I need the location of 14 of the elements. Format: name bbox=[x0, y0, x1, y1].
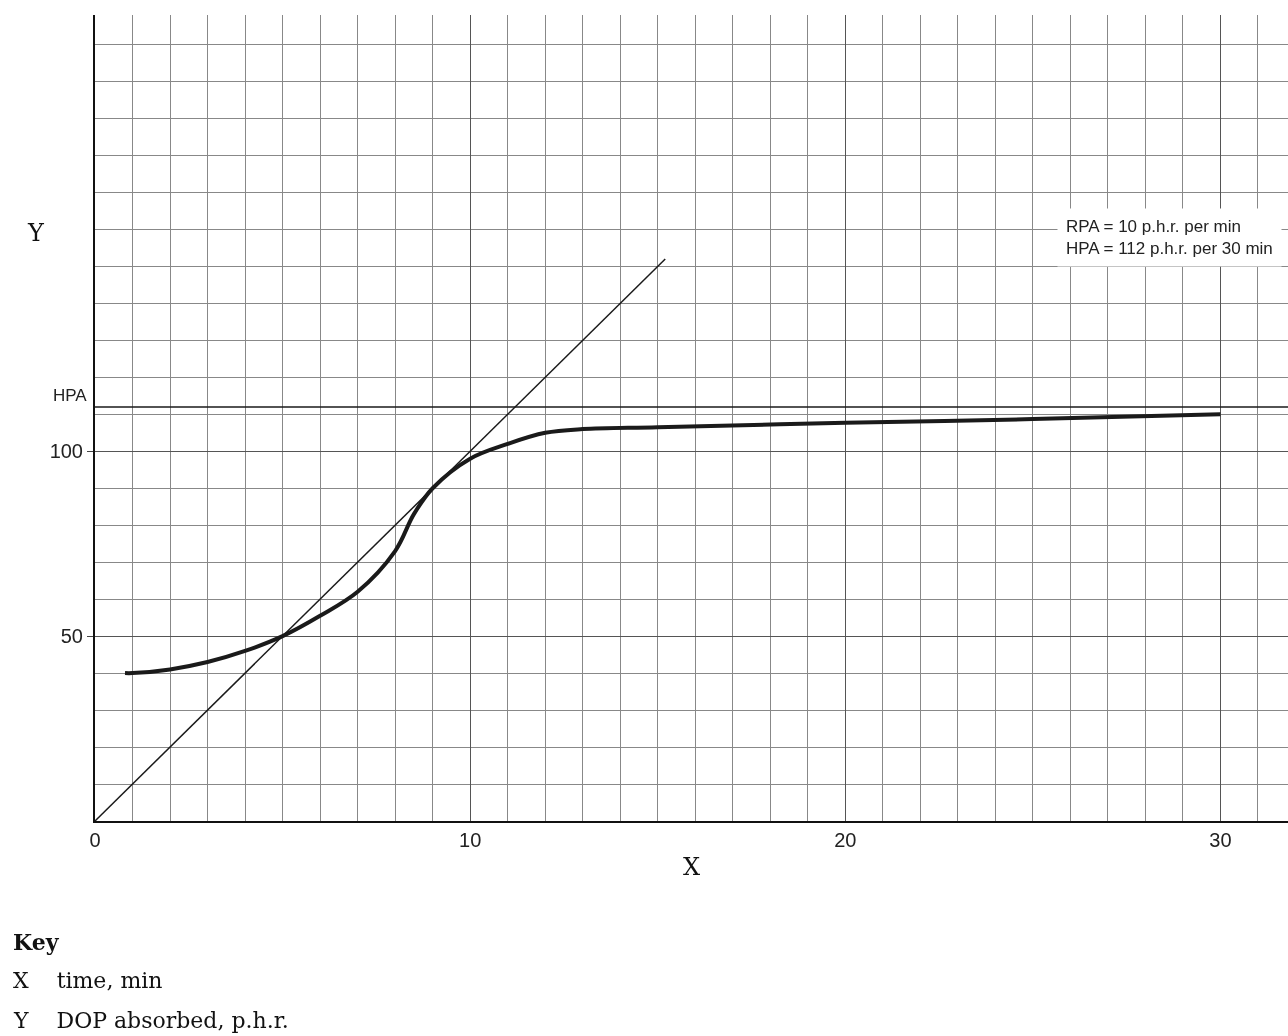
y-axis-title: Y bbox=[27, 219, 45, 247]
x-tick-label: 0 bbox=[89, 829, 101, 851]
y-tick-label: 100 bbox=[49, 440, 83, 463]
annotation: HPA = 112 p.h.r. per 30 min bbox=[1066, 239, 1273, 259]
x-tick-label: 20 bbox=[834, 829, 857, 851]
x-tick-label: 30 bbox=[1209, 829, 1232, 851]
text: X time, min bbox=[13, 968, 163, 993]
text: Y DOP absorbed, p.h.r. bbox=[13, 1008, 289, 1033]
x-tick-label: 10 bbox=[459, 829, 482, 851]
ref-line-label: HPA bbox=[53, 386, 88, 405]
x-axis-title: X bbox=[682, 852, 701, 881]
text: Key bbox=[13, 929, 60, 955]
y-tick-label: 50 bbox=[60, 625, 83, 648]
annotation: RPA = 10 p.h.r. per min bbox=[1066, 217, 1241, 236]
